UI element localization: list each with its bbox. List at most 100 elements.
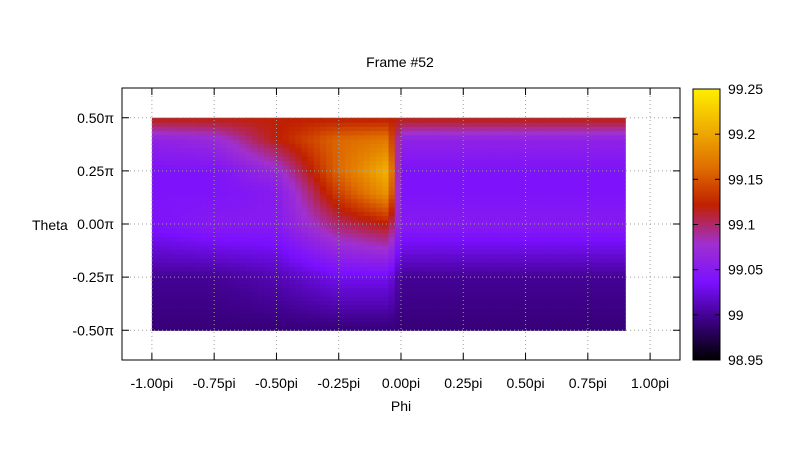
heatmap-cell bbox=[481, 134, 489, 140]
heatmap-cell bbox=[351, 117, 359, 123]
heatmap-cell bbox=[519, 147, 527, 153]
heatmap-cell bbox=[562, 139, 570, 144]
heatmap-cells bbox=[151, 117, 626, 331]
heatmap-cell bbox=[263, 181, 271, 187]
heatmap-cell bbox=[463, 309, 471, 314]
heatmap-cell bbox=[394, 151, 402, 157]
heatmap-cell bbox=[581, 279, 589, 285]
heatmap-cell bbox=[488, 304, 496, 310]
heatmap-cell bbox=[382, 253, 390, 259]
heatmap-cell bbox=[544, 173, 552, 178]
heatmap-cell bbox=[282, 134, 290, 140]
heatmap-cell bbox=[525, 207, 533, 212]
heatmap-cell bbox=[388, 236, 396, 242]
heatmap-cell bbox=[538, 300, 545, 306]
heatmap-cell bbox=[320, 181, 327, 187]
heatmap-cell bbox=[407, 283, 415, 289]
heatmap-cell bbox=[544, 292, 552, 297]
heatmap-cell bbox=[612, 219, 620, 225]
heatmap-cell bbox=[263, 236, 271, 242]
heatmap-cell bbox=[344, 224, 352, 229]
heatmap-cell bbox=[519, 181, 527, 187]
heatmap-cell bbox=[301, 258, 309, 263]
heatmap-cell bbox=[575, 249, 583, 255]
heatmap-cell bbox=[220, 173, 228, 178]
heatmap-cell bbox=[276, 232, 284, 238]
heatmap-cell bbox=[363, 241, 371, 246]
heatmap-cell bbox=[363, 181, 371, 187]
heatmap-cell bbox=[201, 275, 209, 280]
heatmap-cell bbox=[444, 177, 452, 183]
heatmap-cell bbox=[413, 156, 421, 161]
heatmap-cell bbox=[301, 130, 309, 136]
heatmap-cell bbox=[606, 270, 614, 276]
x-tick-label: -0.75pi bbox=[193, 375, 236, 391]
x-tick-label: -0.25pi bbox=[317, 375, 360, 391]
heatmap-cell bbox=[388, 219, 396, 225]
heatmap-cell bbox=[612, 139, 620, 144]
heatmap-cell bbox=[220, 224, 228, 229]
heatmap-cell bbox=[357, 219, 365, 225]
heatmap-cell bbox=[494, 258, 502, 263]
heatmap-cell bbox=[513, 160, 520, 166]
heatmap-cell bbox=[357, 270, 365, 276]
heatmap-cell bbox=[257, 207, 265, 212]
heatmap-cell bbox=[575, 134, 583, 140]
heatmap-cell bbox=[226, 160, 234, 166]
heatmap-cell bbox=[401, 275, 408, 280]
heatmap-cell bbox=[307, 236, 315, 242]
heatmap-cell bbox=[531, 296, 539, 302]
heatmap-cell bbox=[276, 194, 284, 200]
colorbar-tick-label: 99 bbox=[728, 307, 744, 323]
heatmap-cell bbox=[376, 198, 383, 204]
heatmap-cell bbox=[612, 207, 620, 212]
heatmap-cell bbox=[357, 160, 365, 166]
heatmap-cell bbox=[438, 130, 446, 136]
heatmap-cell bbox=[612, 215, 620, 221]
heatmap-cell bbox=[313, 279, 321, 285]
heatmap-cell bbox=[363, 143, 371, 149]
heatmap-cell bbox=[164, 147, 172, 153]
heatmap-cell bbox=[562, 177, 570, 183]
heatmap-cell bbox=[382, 317, 390, 323]
heatmap-cell bbox=[357, 117, 365, 123]
heatmap-cell bbox=[369, 253, 377, 259]
heatmap-cell bbox=[544, 283, 552, 289]
heatmap-cell bbox=[270, 232, 278, 238]
heatmap-cell bbox=[326, 287, 334, 293]
heatmap-cell bbox=[506, 304, 514, 310]
heatmap-cell bbox=[369, 309, 377, 314]
heatmap-cell bbox=[394, 194, 402, 200]
heatmap-cell bbox=[513, 313, 520, 319]
heatmap-cell bbox=[338, 181, 346, 187]
heatmap-cell bbox=[388, 215, 396, 221]
heatmap-cell bbox=[438, 185, 446, 191]
heatmap-cell bbox=[282, 279, 290, 285]
heatmap-cell bbox=[581, 258, 589, 263]
heatmap-cell bbox=[469, 207, 477, 212]
heatmap-cell bbox=[618, 130, 626, 136]
heatmap-cell bbox=[195, 181, 203, 187]
heatmap-cell bbox=[164, 292, 172, 297]
heatmap-cell bbox=[226, 134, 234, 140]
heatmap-cell bbox=[313, 126, 321, 132]
heatmap-cell bbox=[457, 151, 464, 157]
heatmap-cell bbox=[618, 207, 626, 212]
heatmap-cell bbox=[239, 283, 246, 289]
heatmap-cell bbox=[432, 177, 439, 183]
heatmap-cell bbox=[612, 317, 620, 323]
heatmap-cell bbox=[158, 219, 165, 225]
heatmap-cell bbox=[338, 173, 346, 178]
heatmap-cell bbox=[158, 287, 165, 293]
heatmap-cell bbox=[232, 122, 240, 127]
heatmap-cell bbox=[438, 253, 446, 259]
heatmap-cell bbox=[556, 228, 564, 234]
heatmap-cell bbox=[438, 224, 446, 229]
heatmap-cell bbox=[407, 232, 415, 238]
heatmap-cell bbox=[164, 130, 172, 136]
heatmap-cell bbox=[525, 232, 533, 238]
heatmap-cell bbox=[444, 202, 452, 208]
heatmap-cell bbox=[401, 181, 408, 187]
heatmap-cell bbox=[481, 326, 489, 331]
heatmap-cell bbox=[326, 317, 334, 323]
